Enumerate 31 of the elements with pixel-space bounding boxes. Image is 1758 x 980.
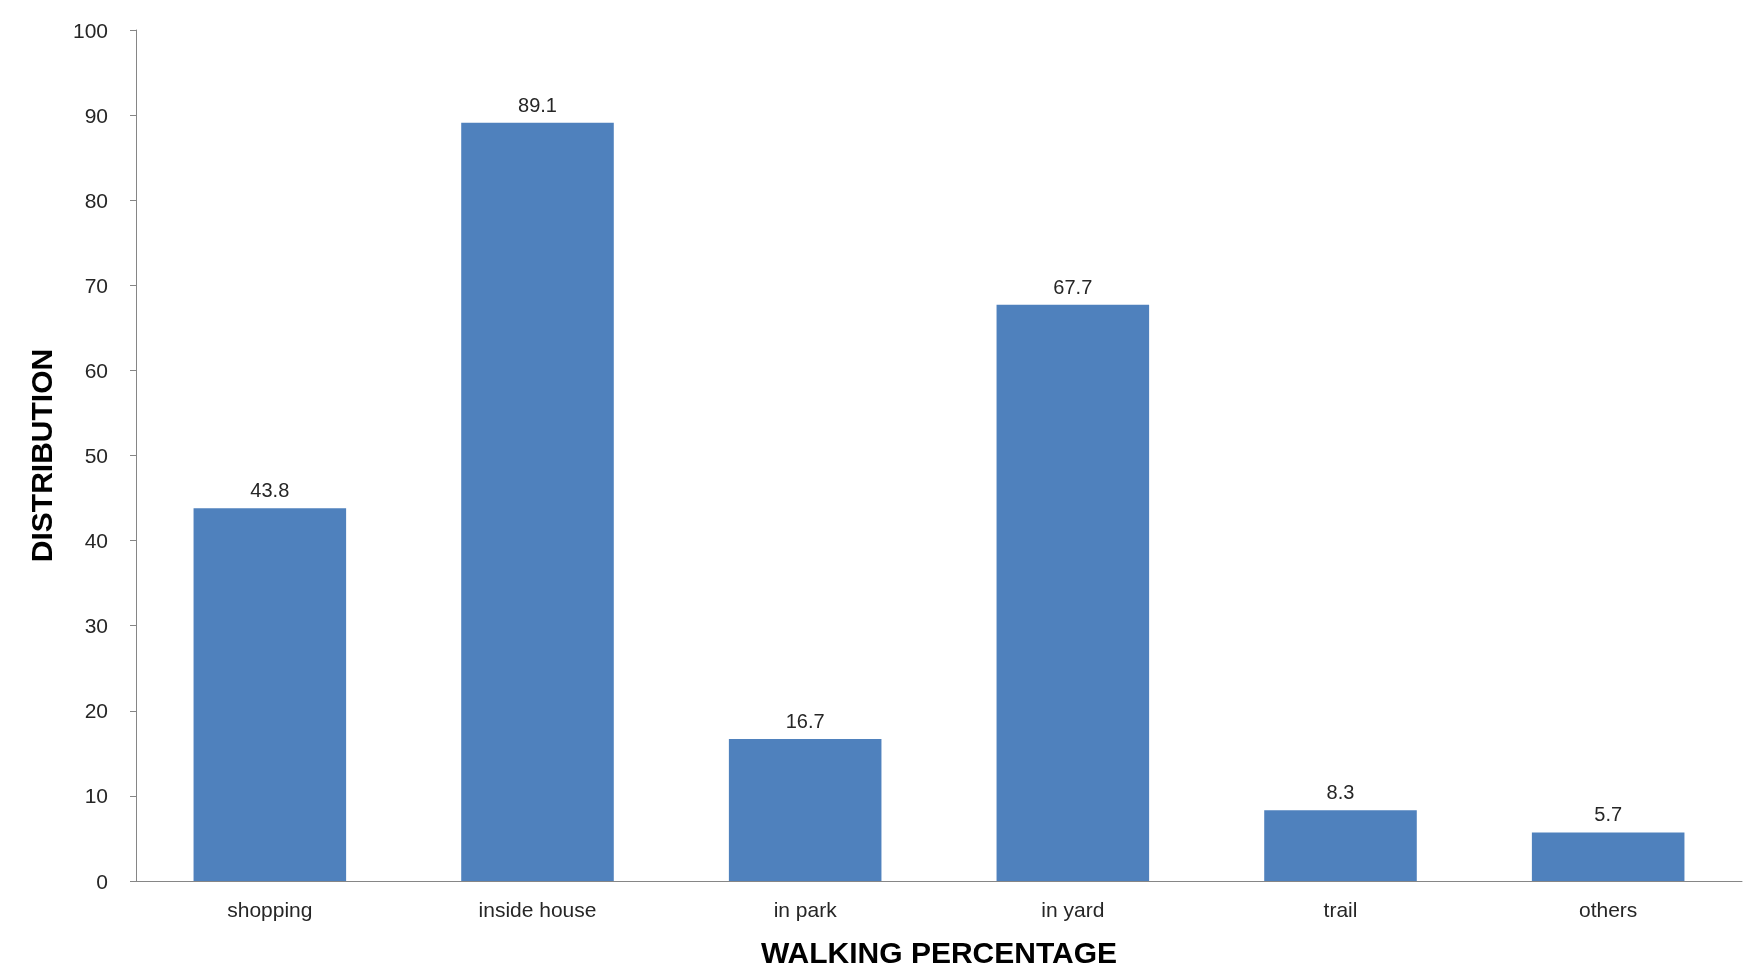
x-tick-label: in park [773, 898, 838, 921]
y-tick-label: 50 [84, 444, 108, 467]
bar [461, 122, 614, 881]
data-label: 67.7 [1053, 275, 1093, 298]
data-label: 5.7 [1594, 803, 1623, 826]
bar [1264, 810, 1417, 881]
y-axis-title: DISTRIBUTION [24, 348, 58, 563]
y-tick-label: 70 [84, 273, 108, 297]
y-tick-label: 0 [96, 869, 108, 893]
y-tick-label: 60 [84, 358, 108, 382]
x-tick-label: shopping [227, 898, 313, 921]
x-axis-title: WALKING PERCENTAGE [760, 935, 1118, 969]
y-tick-label: 10 [84, 784, 108, 808]
x-tick-label: others [1578, 898, 1638, 921]
y-tick-label: 40 [84, 529, 108, 553]
y-tick-label: 20 [84, 699, 108, 723]
data-label: 89.1 [518, 93, 557, 116]
y-tick-label: 80 [84, 188, 108, 212]
bar [728, 738, 882, 881]
y-tick-label: 90 [84, 103, 108, 127]
data-label: 8.3 [1326, 781, 1355, 804]
data-label: 43.8 [250, 479, 290, 502]
y-tick-label: 30 [84, 614, 108, 638]
y-tick-label: 100 [72, 18, 108, 42]
x-tick-label: trail [1323, 898, 1358, 921]
data-label: 16.7 [785, 709, 825, 732]
bar [996, 304, 1150, 881]
bar [193, 508, 347, 881]
x-tick-label: inside house [478, 898, 597, 921]
x-tick-label: in yard [1041, 898, 1105, 921]
bar [1531, 832, 1685, 881]
